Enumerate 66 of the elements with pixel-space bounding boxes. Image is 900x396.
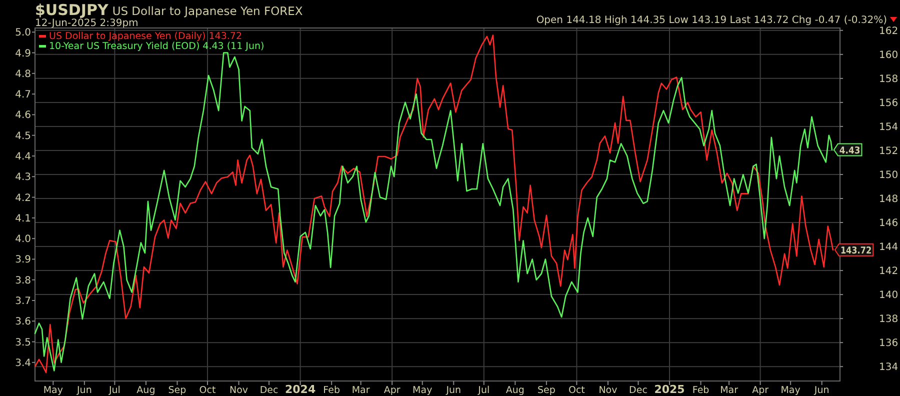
- x-tick-label: Mar: [720, 385, 738, 396]
- x-tick-label: Jul: [477, 385, 490, 396]
- y2-tick-label: 154: [879, 122, 898, 133]
- x-tick-label: Apr: [752, 385, 769, 396]
- x-tick-label: Sep: [168, 385, 186, 396]
- x-tick-label: Feb: [692, 385, 710, 396]
- x-tick-label: May: [43, 385, 64, 396]
- y-tick-label: 4.7: [15, 90, 31, 101]
- x-tick-label: Mar: [352, 385, 370, 396]
- data-label: 143.72: [840, 245, 878, 256]
- y-tick-label: 4.5: [15, 130, 31, 142]
- y-tick-label: 3.5: [15, 337, 31, 348]
- legend-label: 10-Year US Treasury Yield (EOD) 4.43 (11 Jun): [49, 41, 264, 52]
- y2-tick-label: 162: [879, 26, 898, 37]
- annotation: 12-Jun-2025 2:39pm: [35, 18, 138, 29]
- y-tick-label: 4.8: [15, 68, 31, 80]
- chart-title: $USDJPY: [35, 1, 110, 19]
- x-tick-label: Dec: [260, 385, 278, 396]
- legend-label: US Dollar to Japanese Yen (Daily) 143.72: [49, 31, 242, 42]
- y-tick-label: 3.8: [15, 275, 31, 286]
- y2-tick-label: 142: [879, 266, 898, 278]
- y-tick-label: 4.0: [15, 234, 31, 246]
- y2-tick-label: 150: [879, 170, 898, 181]
- y2-tick-label: 158: [879, 74, 898, 85]
- y2-tick-label: 146: [879, 218, 898, 230]
- x-tick-label: Apr: [384, 385, 400, 396]
- y2-tick-label: 160: [879, 50, 898, 61]
- y-tick-label: 4.9: [15, 48, 31, 60]
- x-tick-label: Jun: [76, 385, 92, 396]
- y-tick-label: 3.7: [15, 296, 31, 307]
- y2-tick-label: 148: [879, 194, 898, 205]
- y2-tick-label: 144: [879, 242, 898, 254]
- x-tick-label: Dec: [629, 385, 648, 396]
- y-tick-label: 4.6: [15, 110, 31, 122]
- y-tick-label: 3.9: [15, 254, 31, 266]
- x-tick-label: 2025: [654, 383, 685, 396]
- x-tick-label: Jul: [108, 385, 120, 396]
- y2-tick-label: 140: [879, 290, 898, 302]
- x-tick-label: Oct: [568, 385, 586, 396]
- chart-subtitle: US Dollar to Japanese Yen FOREX: [112, 4, 303, 18]
- y2-tick-label: 134: [879, 362, 898, 374]
- y2-tick-label: 136: [879, 338, 898, 350]
- y-tick-label: 3.4: [15, 358, 31, 369]
- text: Open 144.18 High 144.35 Low 143.19 Last 143.72 Chg -0.47 (-0.32%): [536, 15, 888, 26]
- x-tick-label: Nov: [598, 385, 618, 396]
- y-tick-label: 4.1: [15, 213, 31, 224]
- x-tick-label: Aug: [506, 385, 524, 396]
- x-tick-label: Sep: [537, 385, 556, 396]
- x-tick-label: Jun: [813, 385, 830, 396]
- x-tick-label: Oct: [199, 385, 216, 396]
- y-tick-label: 4.3: [15, 172, 31, 184]
- y-tick-label: 4.4: [15, 151, 31, 162]
- y-tick-label: 4.2: [15, 192, 31, 204]
- y2-tick-label: 156: [879, 98, 898, 109]
- y2-tick-label: 152: [879, 146, 898, 157]
- y2-tick-label: 138: [879, 314, 898, 326]
- x-tick-label: Feb: [323, 385, 340, 396]
- x-tick-label: Jun: [445, 385, 462, 396]
- x-tick-label: 2024: [284, 383, 316, 396]
- data-label: 4.43: [839, 145, 863, 156]
- x-tick-label: May: [780, 385, 801, 396]
- x-tick-label: Aug: [136, 385, 156, 396]
- y-tick-label: 3.6: [15, 316, 31, 328]
- x-tick-label: May: [412, 385, 433, 396]
- y-tick-label: 5.0: [15, 28, 31, 39]
- x-tick-label: Nov: [230, 385, 248, 396]
